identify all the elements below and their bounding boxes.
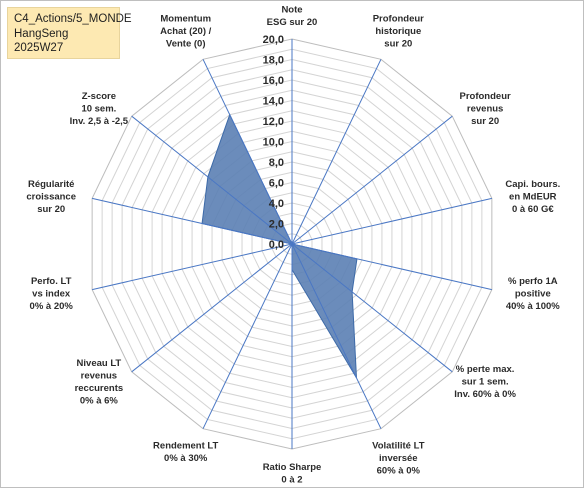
tick-label: 16,0 xyxy=(263,75,284,87)
axis-spoke xyxy=(291,243,382,429)
tick-label: 10,0 xyxy=(263,137,284,149)
axis-label: 0 à 60 G€ xyxy=(512,204,554,215)
axis-label: Momentum xyxy=(160,13,211,24)
axis-label: sur 1 sem. xyxy=(462,377,509,388)
axis-label: sur 20 xyxy=(384,38,412,49)
axis-label: inversée xyxy=(379,453,418,464)
tick-label: 8,0 xyxy=(269,157,284,169)
header-box: C4_Actions/5_MONDE HangSeng 2025W27 xyxy=(7,7,132,59)
tick-label: 4,0 xyxy=(269,198,284,210)
tick-label: 20,0 xyxy=(263,34,284,46)
axis-label: sur 20 xyxy=(37,204,65,215)
axis-label: vs index xyxy=(32,289,71,300)
axis-spoke xyxy=(291,243,492,291)
axis-label: Rendement LT xyxy=(153,441,218,452)
axis-label: historique xyxy=(375,26,421,37)
axis-label: Régularité xyxy=(28,179,74,190)
axis-spoke xyxy=(291,59,382,245)
axis-label: ESG sur 20 xyxy=(267,17,318,28)
axis-label: sur 20 xyxy=(471,116,499,127)
axis-label: Profondeur xyxy=(460,91,511,102)
axis-label: reccurents xyxy=(75,383,124,394)
header-line-3: 2025W27 xyxy=(14,42,64,54)
tick-label: 6,0 xyxy=(269,178,284,190)
axis-label: % perte max. xyxy=(456,364,515,375)
axis-label: Profondeur xyxy=(373,13,424,24)
axis-label: positive xyxy=(515,289,551,300)
axis-label: Z-score xyxy=(82,91,116,102)
header-line-2: HangSeng xyxy=(14,27,69,40)
axis-label: croissance xyxy=(26,191,76,202)
axis-label: Achat (20) / xyxy=(160,26,212,37)
axis-label: revenus xyxy=(467,103,503,114)
axis-spoke xyxy=(291,115,453,245)
axis-label: 60% à 0% xyxy=(377,466,421,477)
axis-spoke xyxy=(202,243,293,429)
tick-label: 14,0 xyxy=(263,96,284,108)
axis-label: 40% à 100% xyxy=(506,301,560,312)
axis-label: Vente (0) xyxy=(166,38,206,49)
tick-label: 2,0 xyxy=(269,219,284,231)
axis-label: Inv. 2,5 à -2,5 xyxy=(70,116,129,127)
axis-label: Inv. 60% à 0% xyxy=(454,389,516,400)
axis-label: 0% à 30% xyxy=(164,453,208,464)
axis-spoke xyxy=(131,115,293,245)
axis-label: revenus xyxy=(81,370,117,381)
tick-label: 18,0 xyxy=(263,55,284,67)
header-line-1: C4_Actions/5_MONDE xyxy=(14,13,132,25)
axis-spoke xyxy=(202,59,293,245)
axis-label: 0% à 20% xyxy=(30,301,74,312)
axis-label: Note xyxy=(281,5,302,16)
axis-spoke xyxy=(92,197,293,245)
axis-label: 0 à 2 xyxy=(281,475,302,486)
tick-label: 12,0 xyxy=(263,116,284,128)
axis-spoke xyxy=(291,243,453,373)
axis-label: en MdEUR xyxy=(509,191,557,202)
axis-label: Perfo. LT xyxy=(31,276,72,287)
axis-spoke xyxy=(92,243,293,291)
axis-label: Volatilité LT xyxy=(372,441,425,452)
axis-label: 10 sem. xyxy=(81,103,116,114)
axis-label: % perfo 1A xyxy=(508,276,558,287)
axis-label: Capi. bours. xyxy=(505,179,560,190)
axis-spoke xyxy=(291,197,492,245)
axis-spoke xyxy=(131,243,293,373)
tick-label: 0,0 xyxy=(269,239,284,251)
axis-label: Niveau LT xyxy=(77,358,122,369)
axis-label: 0% à 6% xyxy=(80,395,119,406)
axis-label: Ratio Sharpe xyxy=(263,462,322,473)
